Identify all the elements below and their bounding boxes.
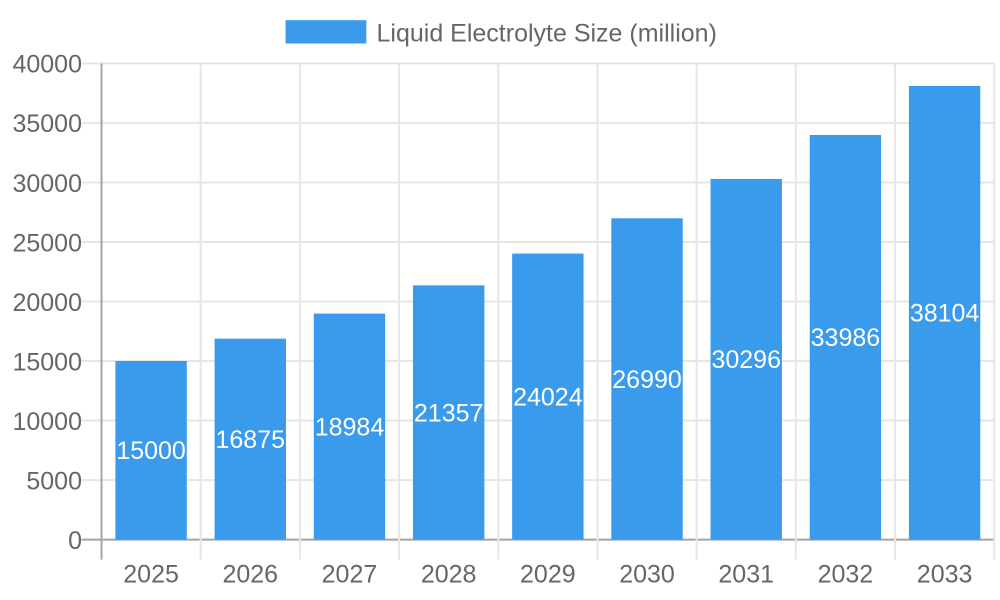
- svg-text:16875: 16875: [216, 426, 286, 454]
- svg-text:5000: 5000: [26, 467, 82, 495]
- svg-text:30296: 30296: [711, 346, 781, 374]
- svg-text:Liquid Electrolyte Size (milli: Liquid Electrolyte Size (million): [377, 19, 717, 47]
- svg-text:0: 0: [68, 527, 82, 555]
- svg-text:2030: 2030: [619, 560, 675, 588]
- svg-text:2028: 2028: [421, 560, 477, 588]
- svg-text:2027: 2027: [322, 560, 378, 588]
- svg-text:33986: 33986: [811, 324, 881, 352]
- svg-text:26990: 26990: [612, 366, 682, 394]
- svg-text:25000: 25000: [12, 229, 82, 257]
- svg-text:2033: 2033: [917, 560, 973, 588]
- svg-text:2029: 2029: [520, 560, 576, 588]
- svg-text:24024: 24024: [513, 384, 583, 412]
- svg-text:18984: 18984: [315, 414, 385, 442]
- svg-text:2032: 2032: [818, 560, 874, 588]
- svg-text:2031: 2031: [718, 560, 774, 588]
- svg-text:40000: 40000: [12, 51, 82, 79]
- svg-text:2025: 2025: [123, 560, 179, 588]
- svg-text:35000: 35000: [12, 110, 82, 138]
- svg-text:2026: 2026: [222, 560, 278, 588]
- svg-text:21357: 21357: [414, 399, 484, 427]
- svg-text:15000: 15000: [12, 348, 82, 376]
- svg-text:30000: 30000: [12, 170, 82, 198]
- svg-text:15000: 15000: [116, 437, 186, 465]
- svg-text:20000: 20000: [12, 289, 82, 317]
- svg-text:38104: 38104: [910, 300, 980, 328]
- svg-text:10000: 10000: [12, 408, 82, 436]
